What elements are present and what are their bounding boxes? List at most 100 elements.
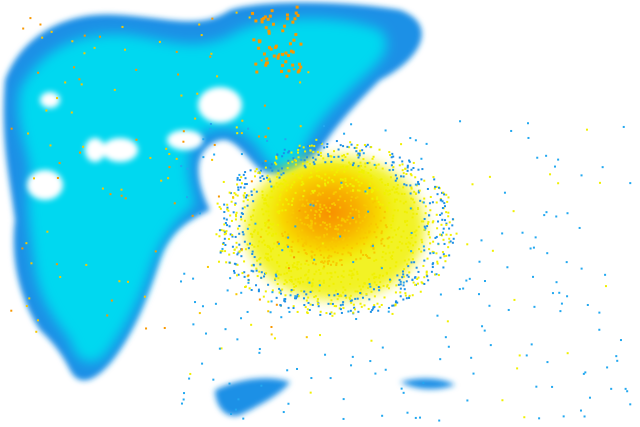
echo-pixel [414,139,417,142]
echo-pixel [276,203,279,206]
echo-pixel [440,223,443,226]
echo-pixel [386,285,389,288]
echo-pixel [375,276,378,279]
echo-pixel [429,252,432,255]
echo-pixel [555,281,558,284]
echo-pixel [410,168,413,171]
echo-pixel [532,246,535,249]
echo-pixel [406,219,409,222]
echo-pixel [513,298,516,301]
echo-pixel [375,166,378,169]
echo-pixel [267,259,270,262]
echo-pixel [236,176,239,179]
echo-pixel [403,210,406,213]
echo-pixel [274,45,278,49]
echo-pixel [240,249,243,252]
echo-pixel [419,290,422,293]
echo-pixel [349,309,352,312]
echo-pixel [210,52,213,55]
echo-pixel [204,332,207,335]
echo-pixel [250,218,253,221]
echo-pixel [433,187,436,190]
echo-pixel [466,243,469,246]
echo-pixel [395,191,398,194]
echo-pixel [297,208,300,211]
echo-pixel [290,280,293,283]
echo-pixel [304,274,307,277]
echo-pixel [364,231,367,234]
echo-pixel [396,187,399,190]
echo-pixel [372,201,375,204]
echo-pixel [214,302,217,305]
echo-pixel [406,169,409,172]
echo-pixel [442,191,445,194]
echo-pixel [288,279,291,282]
echo-pixel [330,255,333,258]
echo-pixel [442,238,445,241]
echo-pixel [267,219,270,222]
echo-pixel [347,230,350,233]
echo-pixel [543,214,546,217]
echo-pixel [434,236,437,239]
echo-pixel [301,237,304,240]
echo-pixel [243,196,246,199]
echo-pixel [412,281,415,284]
echo-pixel [405,211,408,214]
echo-pixel [377,286,380,289]
echo-pixel [271,22,275,26]
echo-pixel [10,127,13,130]
echo-pixel [445,193,448,196]
echo-pixel [423,282,426,285]
echo-pixel [421,241,424,244]
echo-pixel [223,217,226,220]
echo-pixel [309,245,312,248]
echo-pixel [320,142,323,145]
echo-pixel [417,225,420,228]
echo-pixel [253,229,256,232]
echo-pixel [344,156,347,159]
echo-pixel [286,167,289,170]
echo-pixel [284,51,288,55]
echo-pixel [242,200,245,203]
echo-pixel [357,152,360,155]
echo-pixel [378,289,381,292]
echo-pixel [236,178,239,181]
echo-pixel [391,257,394,260]
echo-pixel [329,302,332,305]
echo-pixel [311,251,314,254]
echo-pixel [312,156,315,159]
echo-pixel [223,203,226,206]
echo-pixel [379,178,382,181]
echo-pixel [436,262,439,265]
echo-pixel [186,196,189,199]
echo-pixel [423,225,426,228]
echo-pixel [410,174,413,177]
echo-pixel [305,216,308,219]
echo-pixel [412,167,415,170]
echo-pixel [331,247,334,250]
echo-pixel [323,234,326,237]
echo-pixel [408,294,411,297]
echo-pixel [362,236,365,239]
echo-pixel [288,42,292,46]
echo-pixel [93,46,96,49]
echo-pixel [283,24,287,28]
echo-pixel [309,303,312,306]
echo-pixel [377,201,380,204]
echo-pixel [288,269,291,272]
echo-pixel [355,208,358,211]
echo-pixel [411,251,414,254]
echo-pixel [218,205,221,208]
echo-pixel [233,271,236,274]
echo-pixel [316,194,319,197]
echo-pixel [233,248,236,251]
echo-pixel [264,26,268,30]
echo-pixel [357,156,360,159]
echo-pixel [322,279,325,282]
echo-pixel [432,240,435,243]
echo-pixel [280,316,283,319]
echo-pixel [319,272,322,275]
echo-pixel [441,200,444,203]
echo-pixel [236,274,239,277]
echo-pixel [266,139,269,142]
